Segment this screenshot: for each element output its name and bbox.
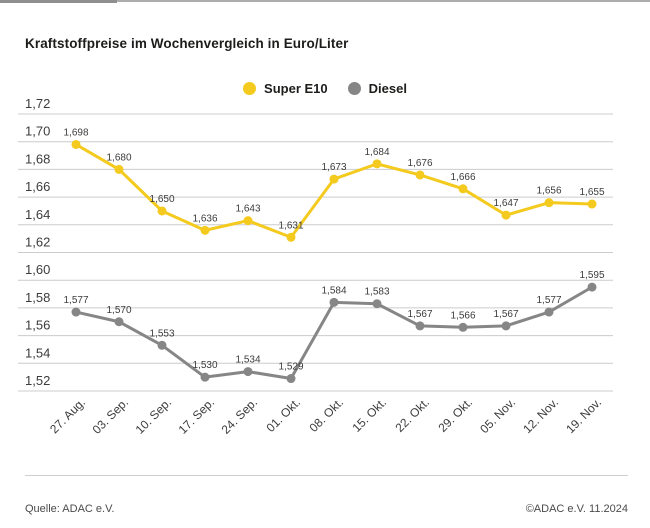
value-label: 1,698 bbox=[63, 127, 88, 138]
y-tick-label: 1,70 bbox=[25, 124, 50, 139]
x-tick-label: 01. Okt. bbox=[264, 395, 304, 435]
y-tick-label: 1,52 bbox=[25, 373, 50, 388]
chart-legend: Super E10 Diesel bbox=[0, 81, 650, 96]
x-tick-label: 24. Sep. bbox=[219, 395, 261, 437]
x-tick-label: 10. Sep. bbox=[133, 395, 175, 437]
data-point bbox=[71, 139, 81, 149]
value-label: 1,566 bbox=[450, 310, 475, 321]
x-tick-label: 22. Okt. bbox=[393, 395, 433, 435]
value-label: 1,655 bbox=[579, 187, 604, 198]
x-tick-label: 19. Nov. bbox=[563, 395, 604, 436]
data-point bbox=[329, 297, 339, 307]
value-label: 1,584 bbox=[321, 285, 346, 296]
value-label: 1,684 bbox=[364, 147, 389, 158]
footer: Quelle: ADAC e.V. ©ADAC e.V. 11.2024 bbox=[25, 503, 628, 515]
data-point bbox=[114, 317, 124, 327]
chart-title: Kraftstoffpreise im Wochenvergleich in E… bbox=[25, 36, 349, 51]
value-label: 1,631 bbox=[278, 220, 303, 231]
legend-item-diesel: Diesel bbox=[347, 81, 407, 96]
data-point bbox=[544, 307, 554, 317]
x-tick-label: 29. Okt. bbox=[436, 395, 476, 435]
value-label: 1,595 bbox=[579, 270, 604, 281]
copyright-text: ©ADAC e.V. 11.2024 bbox=[525, 503, 628, 515]
value-label: 1,676 bbox=[407, 158, 432, 169]
value-label: 1,577 bbox=[536, 295, 561, 306]
data-point bbox=[544, 198, 554, 208]
y-tick-label: 1,62 bbox=[25, 235, 50, 250]
value-label: 1,666 bbox=[450, 172, 475, 183]
data-point bbox=[458, 322, 468, 332]
y-tick-label: 1,60 bbox=[25, 262, 50, 277]
x-tick-label: 17. Sep. bbox=[176, 395, 218, 437]
x-tick-label: 05. Nov. bbox=[477, 395, 518, 436]
value-label: 1,636 bbox=[192, 213, 217, 224]
data-point bbox=[243, 367, 253, 377]
footer-divider bbox=[25, 475, 628, 476]
data-point bbox=[587, 282, 597, 292]
y-tick-label: 1,58 bbox=[25, 290, 50, 305]
series-line-super-e10 bbox=[74, 142, 594, 239]
data-point bbox=[286, 374, 296, 384]
diesel-dot-icon bbox=[347, 82, 361, 95]
x-tick-label: 15. Okt. bbox=[350, 395, 390, 435]
legend-label-diesel: Diesel bbox=[368, 81, 407, 96]
value-label: 1,553 bbox=[149, 328, 174, 339]
legend-item-super-e10: Super E10 bbox=[243, 81, 328, 96]
x-tick-label: 08. Okt. bbox=[307, 395, 347, 435]
x-tick-label: 12. Nov. bbox=[520, 395, 561, 436]
data-point bbox=[71, 307, 81, 317]
data-point bbox=[415, 170, 425, 180]
value-label: 1,647 bbox=[493, 198, 518, 209]
value-label: 1,570 bbox=[106, 305, 131, 316]
y-tick-label: 1,56 bbox=[25, 318, 50, 333]
top-border-line bbox=[0, 0, 650, 2]
value-label: 1,567 bbox=[407, 309, 432, 320]
value-label: 1,673 bbox=[321, 162, 346, 173]
data-point bbox=[157, 206, 167, 216]
y-tick-label: 1,64 bbox=[25, 207, 50, 222]
data-point bbox=[501, 321, 511, 331]
data-point bbox=[372, 299, 382, 309]
x-tick-label: 27. Aug. bbox=[47, 395, 88, 436]
y-tick-label: 1,68 bbox=[25, 151, 50, 166]
y-tick-label: 1,66 bbox=[25, 179, 50, 194]
data-point bbox=[501, 210, 511, 220]
y-tick-label: 1,72 bbox=[25, 96, 50, 111]
data-point bbox=[200, 225, 210, 235]
data-point bbox=[458, 184, 468, 194]
data-point bbox=[415, 321, 425, 331]
data-point bbox=[329, 174, 339, 184]
value-label: 1,643 bbox=[235, 204, 260, 215]
value-label: 1,656 bbox=[536, 186, 561, 197]
value-label: 1,530 bbox=[192, 360, 217, 371]
value-label: 1,534 bbox=[235, 355, 260, 366]
value-label: 1,680 bbox=[106, 152, 131, 163]
x-tick-label: 03. Sep. bbox=[90, 395, 132, 437]
value-label: 1,567 bbox=[493, 309, 518, 320]
y-tick-label: 1,54 bbox=[25, 345, 50, 360]
data-point bbox=[200, 372, 210, 382]
legend-label-super-e10: Super E10 bbox=[264, 81, 328, 96]
data-point bbox=[157, 340, 167, 350]
data-point bbox=[114, 164, 124, 174]
top-border-segment bbox=[0, 0, 117, 3]
source-text: Quelle: ADAC e.V. bbox=[25, 503, 115, 515]
value-label: 1,650 bbox=[149, 194, 174, 205]
value-label: 1,529 bbox=[278, 362, 303, 373]
value-label: 1,577 bbox=[63, 295, 88, 306]
data-point bbox=[286, 232, 296, 242]
data-point bbox=[372, 159, 382, 169]
value-label: 1,583 bbox=[364, 287, 389, 298]
data-point bbox=[587, 199, 597, 209]
super-e10-dot-icon bbox=[243, 82, 257, 95]
data-point bbox=[243, 216, 253, 226]
